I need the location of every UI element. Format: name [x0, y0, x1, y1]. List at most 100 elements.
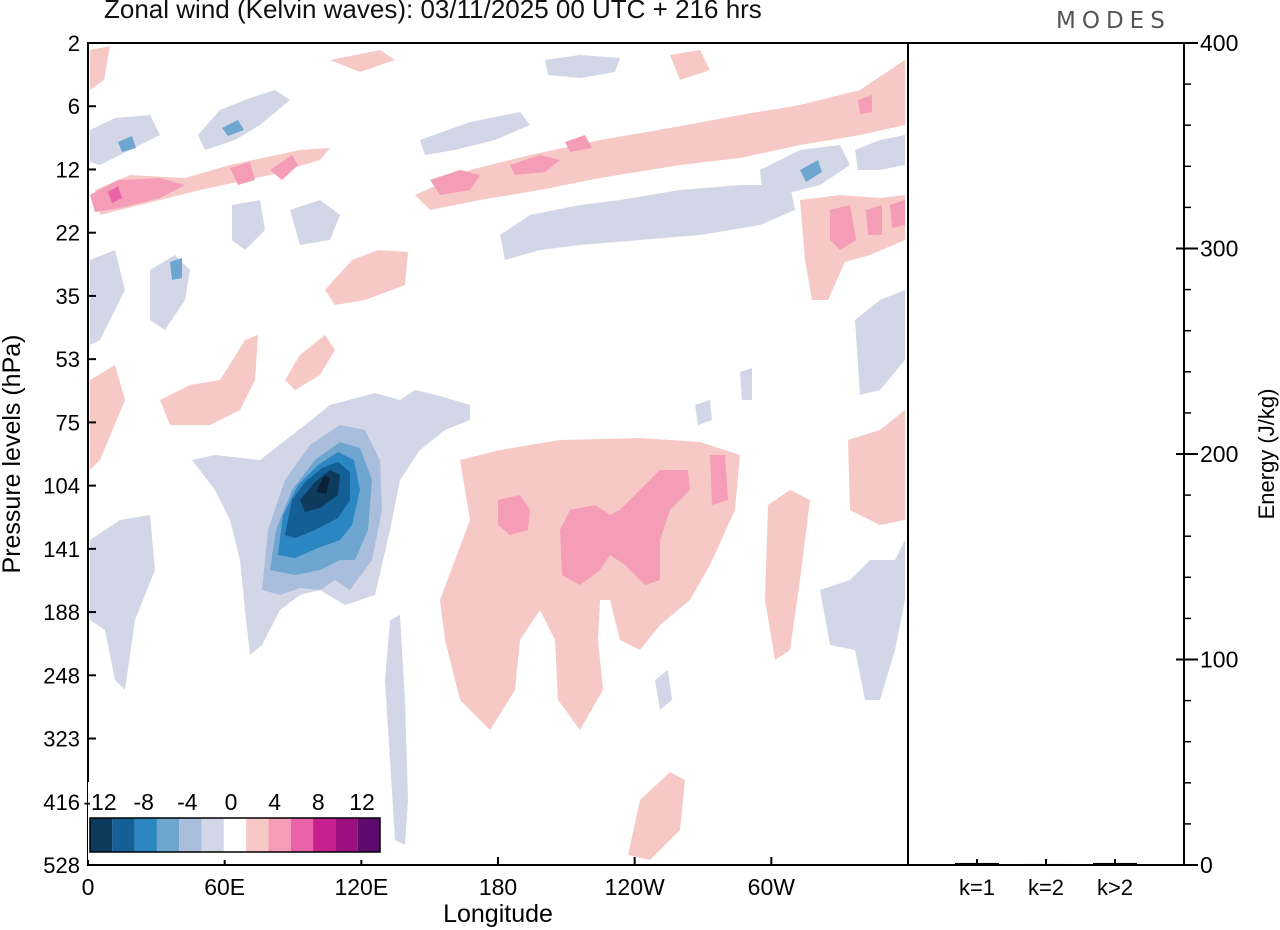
colorbar-swatch [313, 818, 336, 852]
heatmap-patch [232, 200, 265, 250]
colorbar-label: -12 [83, 789, 116, 815]
y-tick-label: 323 [43, 727, 80, 752]
colorbar-swatch [246, 818, 269, 852]
heatmap-patch [160, 335, 258, 425]
y-tick-label: 22 [56, 221, 80, 246]
chart-title: Zonal wind (Kelvin waves): 03/11/2025 00… [104, 0, 762, 24]
heatmap-patch [565, 135, 592, 152]
colorbar-label: 12 [349, 789, 375, 815]
x-tick-label: 60W [748, 874, 796, 900]
heatmap-patch [855, 135, 905, 170]
x-tick-label: 0 [82, 874, 95, 900]
heatmap-patch [890, 200, 905, 228]
y-tick-label: 528 [43, 853, 80, 878]
heatmap-patch [108, 186, 122, 203]
heatmap-patch [325, 250, 408, 305]
energy-tick-label: 400 [1200, 30, 1238, 56]
heatmap-patch [820, 540, 905, 700]
heatmap-patch [655, 670, 672, 710]
heatmap-patch [800, 160, 822, 182]
colorbar: -12 -8 -4 0 4 8 12 [83, 782, 382, 860]
energy-axis-label: Energy (J/kg) [1254, 389, 1279, 520]
colorbar-frame [89, 817, 381, 853]
heatmap-axes: 0 60E 120E 180 120W 60W 2 6 12 22 35 53 75 104 141 188 2… [43, 31, 795, 900]
colorbar-swatch [268, 818, 291, 852]
colorbar-swatch [223, 818, 247, 852]
heatmap-patch [230, 162, 255, 185]
heatmap-patch [330, 50, 395, 72]
heatmap-patch [740, 368, 752, 400]
heatmap-patch [198, 90, 290, 150]
colorbar-swatch [134, 818, 157, 852]
energy-panel-frame [907, 42, 1185, 866]
heatmap-patch [855, 290, 905, 395]
colorbar-swatch [112, 818, 135, 852]
heatmap-field [90, 46, 905, 860]
heatmap-patch [90, 178, 185, 212]
colorbar-swatch [90, 818, 113, 852]
heatmap-patch [170, 258, 182, 280]
heatmap-patch [430, 170, 480, 195]
energy-axes: 0 100 200 300 400 [1176, 30, 1238, 878]
colorbar-label: 4 [268, 789, 281, 815]
heatmap-patch [765, 490, 810, 660]
colorbar-swatch [201, 818, 224, 852]
energy-category-label: k>2 [1097, 875, 1133, 900]
x-tick-label: 180 [479, 874, 517, 900]
heatmap-patch [830, 205, 856, 250]
colorbar-label: -8 [133, 789, 153, 815]
y-tick-label: 53 [56, 347, 80, 372]
energy-category-label: k=2 [1028, 875, 1064, 900]
energy-tick-label: 300 [1200, 236, 1238, 262]
heatmap-level-min [316, 476, 330, 494]
energy-tick-label: 200 [1200, 441, 1238, 467]
colorbar-swatch [357, 818, 380, 852]
heatmap-patch [285, 335, 335, 390]
colorbar-label: -4 [177, 789, 198, 815]
x-tick-label: 60E [204, 874, 245, 900]
y-tick-label: 2 [68, 31, 80, 56]
heatmap-patch [866, 205, 882, 235]
y-tick-label: 75 [56, 410, 80, 435]
heatmap-patch [118, 136, 136, 152]
y-tick-label: 188 [43, 600, 80, 625]
heatmap-patch [90, 46, 110, 90]
colorbar-label: 8 [312, 789, 325, 815]
colorbar-swatch [156, 818, 180, 852]
y-tick-label: 248 [43, 663, 80, 688]
y-axis-label: Pressure levels (hPa) [0, 335, 26, 574]
y-tick-label: 35 [56, 284, 80, 309]
y-tick-label: 6 [68, 94, 80, 119]
heatmap-patch [800, 195, 905, 300]
y-tick-label: 104 [43, 474, 80, 499]
heatmap-patch [420, 112, 530, 155]
heatmap-patch [290, 200, 340, 245]
heatmap-patch [385, 615, 408, 845]
colorbar-label: 0 [225, 789, 238, 815]
heatmap-patch [670, 50, 710, 80]
heatmap-patch [848, 410, 905, 525]
heatmap-patch [90, 250, 125, 345]
heatmap-patch [498, 495, 530, 535]
heatmap-patch [150, 255, 190, 330]
colorbar-swatch [290, 818, 314, 852]
colorbar-swatch [179, 818, 202, 852]
heatmap-patch [500, 185, 795, 260]
heatmap-patch [510, 155, 560, 175]
heatmap-patch [560, 470, 690, 585]
energy-tick-label: 0 [1200, 852, 1213, 878]
heatmap-patch [90, 365, 125, 470]
heatmap-patch [270, 155, 298, 180]
x-tick-label: 120E [334, 874, 388, 900]
y-tick-label: 416 [43, 790, 80, 815]
heatmap-patch [710, 455, 728, 505]
heatmap-patch [858, 95, 872, 114]
colorbar-swatch [335, 818, 358, 852]
heatmap-patch [440, 438, 740, 730]
energy-bars: k=1 k=2 k>2 [955, 859, 1137, 900]
heatmap-patch [545, 55, 620, 78]
y-tick-label: 141 [43, 537, 80, 562]
heatmap-patch [222, 120, 244, 136]
